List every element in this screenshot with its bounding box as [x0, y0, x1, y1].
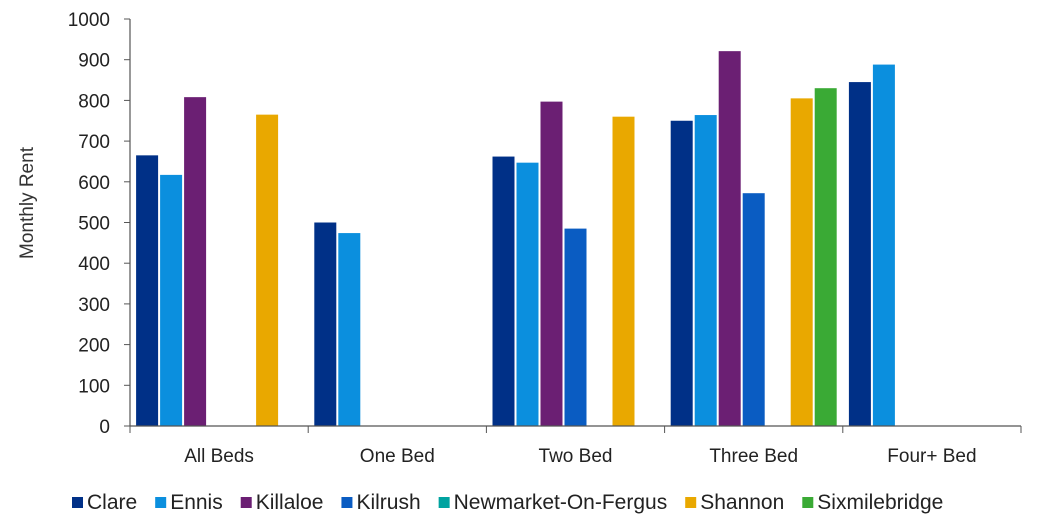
legend-label: Sixmilebridge: [817, 491, 943, 514]
legend-item: Newmarket-On-Fergus: [438, 491, 668, 514]
legend-label: Kilrush: [356, 491, 420, 514]
y-axis-ticks: 0 100 200 300 400 500 600 700 800 900 1000: [68, 10, 130, 438]
legend-swatch: [438, 497, 450, 508]
bar: [694, 115, 717, 426]
bar: [256, 114, 279, 427]
bar: [742, 193, 765, 426]
legend-item: Kilrush: [341, 491, 421, 514]
legend-label: Shannon: [700, 491, 784, 514]
legend-swatch: [72, 497, 83, 508]
bar: [612, 116, 635, 427]
legend-label: Clare: [87, 491, 137, 514]
legend-item: Clare: [72, 491, 137, 514]
bar: [136, 155, 159, 426]
y-tick-label: 700: [78, 132, 110, 153]
legend-item: Killaloe: [240, 491, 324, 514]
legend-swatch: [341, 497, 353, 508]
bar: [564, 228, 587, 426]
bar: [718, 51, 741, 426]
x-tick-label: Three Bed: [709, 446, 798, 467]
legend-label: Killaloe: [256, 491, 324, 514]
legend-label: Newmarket-On-Fergus: [454, 491, 668, 514]
axes: [129, 19, 1021, 427]
y-tick-label: 200: [78, 336, 110, 357]
bar: [814, 88, 837, 426]
y-tick-label: 100: [78, 376, 110, 397]
legend: Clare Ennis Killaloe Kilrush Newmarket-On-Fe…: [72, 491, 943, 514]
bars: [136, 51, 895, 427]
bar: [184, 97, 207, 427]
bar: [790, 98, 813, 427]
bar: [338, 233, 361, 426]
legend-label: Ennis: [170, 491, 223, 514]
bar: [314, 222, 337, 426]
y-tick-label: 800: [78, 91, 110, 112]
legend-item: Ennis: [155, 491, 223, 514]
bar: [160, 174, 183, 426]
legend-swatch: [155, 497, 167, 508]
x-tick-label: All Beds: [184, 446, 254, 467]
y-tick-label: 900: [78, 51, 110, 72]
legend-swatch: [240, 497, 252, 508]
x-axis-ticks: All Beds One Bed Two Bed Three Bed Four+ Bed: [129, 426, 1022, 467]
y-tick-label: 0: [99, 417, 110, 438]
bar: [516, 162, 539, 426]
bar: [872, 64, 895, 427]
y-tick-label: 400: [78, 254, 110, 275]
bar: [670, 120, 693, 426]
y-tick-label: 300: [78, 295, 110, 316]
x-tick-label: Two Bed: [539, 446, 613, 467]
legend-swatch: [802, 497, 814, 508]
legend-item: Shannon: [685, 491, 784, 514]
bar: [540, 101, 563, 426]
y-tick-label: 1000: [68, 10, 110, 31]
legend-swatch: [685, 497, 697, 508]
bar: [492, 156, 515, 427]
x-tick-label: Four+ Bed: [887, 446, 976, 467]
y-tick-label: 500: [78, 214, 110, 235]
y-axis-title: Monthly Rent: [17, 146, 38, 259]
x-tick-label: One Bed: [360, 446, 435, 467]
bar: [848, 82, 871, 427]
y-tick-label: 600: [78, 173, 110, 194]
legend-item: Sixmilebridge: [802, 491, 943, 514]
